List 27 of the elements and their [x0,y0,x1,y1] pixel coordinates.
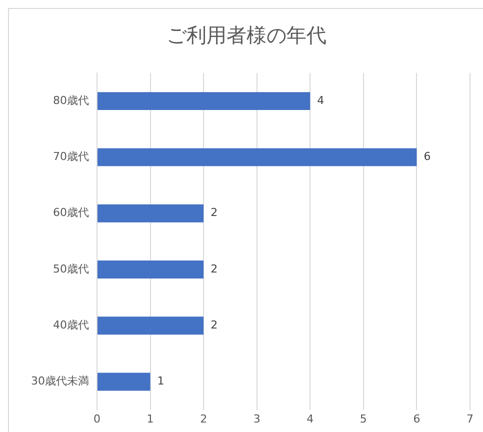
x-tick-label: 6 [413,412,420,426]
y-tick-label: 60歳代 [52,206,89,220]
x-tick-label: 1 [146,412,154,426]
data-label: 6 [424,150,431,164]
x-tick-label: 5 [360,412,367,426]
y-tick-label: 30歳代未満 [30,374,89,388]
bar [97,260,204,278]
data-label: 1 [157,374,164,388]
y-tick-label: 50歳代 [52,262,89,276]
x-tick-label: 4 [306,412,314,426]
data-label: 4 [317,94,324,107]
data-label: 2 [210,262,218,276]
x-tick-label: 7 [466,412,474,426]
chart-title: ご利用者様の年代 [166,23,326,48]
y-tick-label: 40歳代 [52,318,89,332]
data-label: 2 [210,206,218,220]
bar [97,148,417,166]
x-tick-label: 0 [93,412,100,426]
y-tick-label: 70歳代 [52,150,89,164]
x-tick-label: 3 [253,412,260,426]
x-tick-label: 2 [200,412,208,426]
bar [97,92,310,110]
bar [97,316,204,335]
y-tick-label: 80歳代 [52,94,89,107]
bar [97,372,150,391]
data-label: 2 [210,318,218,332]
bar [97,204,204,222]
